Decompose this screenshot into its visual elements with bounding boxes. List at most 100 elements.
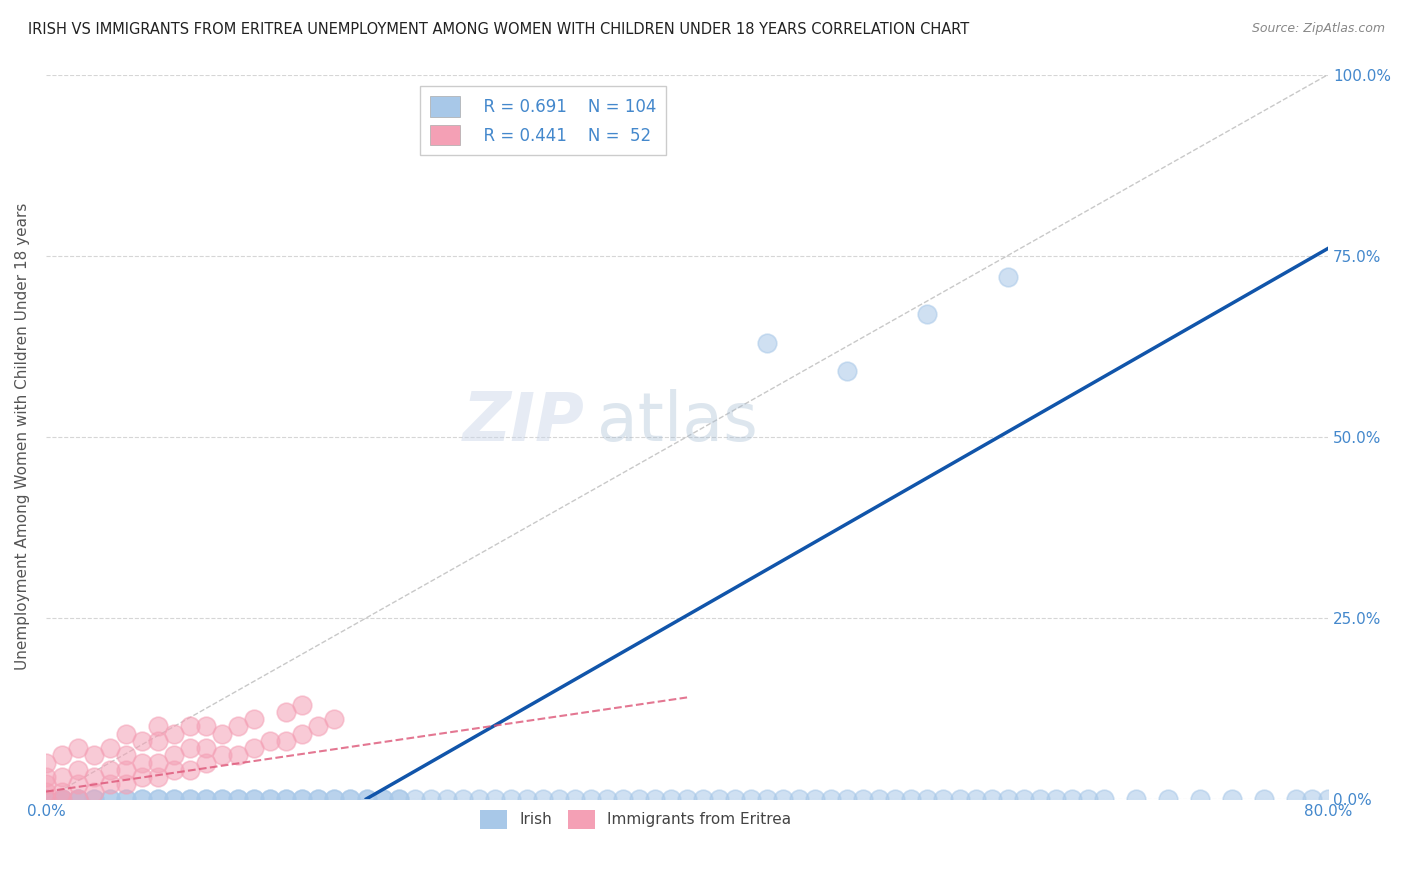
- Point: [226, 792, 249, 806]
- Point: [1188, 792, 1211, 806]
- Point: [226, 792, 249, 806]
- Point: [51, 792, 73, 806]
- Point: [259, 734, 281, 748]
- Point: [83, 784, 105, 798]
- Point: [131, 734, 153, 748]
- Point: [323, 712, 346, 726]
- Point: [195, 741, 218, 756]
- Point: [291, 792, 314, 806]
- Point: [1060, 792, 1083, 806]
- Point: [195, 792, 218, 806]
- Point: [627, 792, 650, 806]
- Point: [276, 734, 298, 748]
- Point: [98, 777, 121, 791]
- Point: [356, 792, 378, 806]
- Point: [291, 726, 314, 740]
- Point: [1012, 792, 1035, 806]
- Point: [146, 734, 169, 748]
- Point: [997, 270, 1019, 285]
- Point: [83, 748, 105, 763]
- Point: [98, 763, 121, 777]
- Text: IRISH VS IMMIGRANTS FROM ERITREA UNEMPLOYMENT AMONG WOMEN WITH CHILDREN UNDER 18: IRISH VS IMMIGRANTS FROM ERITREA UNEMPLO…: [28, 22, 969, 37]
- Point: [51, 792, 73, 806]
- Point: [900, 792, 922, 806]
- Point: [51, 792, 73, 806]
- Point: [339, 792, 361, 806]
- Point: [131, 756, 153, 770]
- Point: [1301, 792, 1323, 806]
- Point: [724, 792, 747, 806]
- Point: [83, 792, 105, 806]
- Point: [276, 792, 298, 806]
- Point: [163, 792, 186, 806]
- Point: [756, 792, 779, 806]
- Text: Source: ZipAtlas.com: Source: ZipAtlas.com: [1251, 22, 1385, 36]
- Point: [131, 792, 153, 806]
- Point: [179, 792, 201, 806]
- Point: [564, 792, 586, 806]
- Point: [66, 741, 89, 756]
- Point: [98, 792, 121, 806]
- Point: [35, 756, 58, 770]
- Text: atlas: atlas: [598, 389, 758, 455]
- Point: [387, 792, 409, 806]
- Point: [436, 792, 458, 806]
- Point: [1077, 792, 1099, 806]
- Point: [1028, 792, 1050, 806]
- Point: [131, 792, 153, 806]
- Point: [837, 364, 859, 378]
- Point: [884, 792, 907, 806]
- Point: [146, 792, 169, 806]
- Point: [1092, 792, 1115, 806]
- Point: [323, 792, 346, 806]
- Point: [66, 792, 89, 806]
- Point: [692, 792, 714, 806]
- Point: [115, 748, 138, 763]
- Point: [547, 792, 569, 806]
- Point: [467, 792, 489, 806]
- Point: [195, 719, 218, 733]
- Point: [179, 741, 201, 756]
- Point: [83, 770, 105, 784]
- Point: [965, 792, 987, 806]
- Point: [211, 726, 233, 740]
- Point: [820, 792, 842, 806]
- Point: [980, 792, 1002, 806]
- Point: [371, 792, 394, 806]
- Point: [276, 705, 298, 719]
- Point: [51, 770, 73, 784]
- Point: [419, 792, 441, 806]
- Point: [1157, 792, 1180, 806]
- Point: [66, 777, 89, 791]
- Point: [179, 719, 201, 733]
- Point: [291, 792, 314, 806]
- Point: [51, 792, 73, 806]
- Point: [307, 792, 329, 806]
- Point: [868, 792, 890, 806]
- Point: [837, 792, 859, 806]
- Point: [66, 792, 89, 806]
- Point: [195, 756, 218, 770]
- Point: [1045, 792, 1067, 806]
- Point: [146, 756, 169, 770]
- Point: [804, 792, 827, 806]
- Point: [115, 763, 138, 777]
- Point: [917, 792, 939, 806]
- Y-axis label: Unemployment Among Women with Children Under 18 years: Unemployment Among Women with Children U…: [15, 203, 30, 671]
- Point: [226, 748, 249, 763]
- Point: [35, 777, 58, 791]
- Point: [66, 763, 89, 777]
- Point: [179, 763, 201, 777]
- Point: [131, 770, 153, 784]
- Point: [83, 792, 105, 806]
- Point: [787, 792, 810, 806]
- Point: [115, 792, 138, 806]
- Point: [35, 792, 58, 806]
- Point: [740, 792, 762, 806]
- Point: [772, 792, 794, 806]
- Point: [516, 792, 538, 806]
- Point: [596, 792, 619, 806]
- Point: [163, 792, 186, 806]
- Point: [163, 763, 186, 777]
- Point: [676, 792, 699, 806]
